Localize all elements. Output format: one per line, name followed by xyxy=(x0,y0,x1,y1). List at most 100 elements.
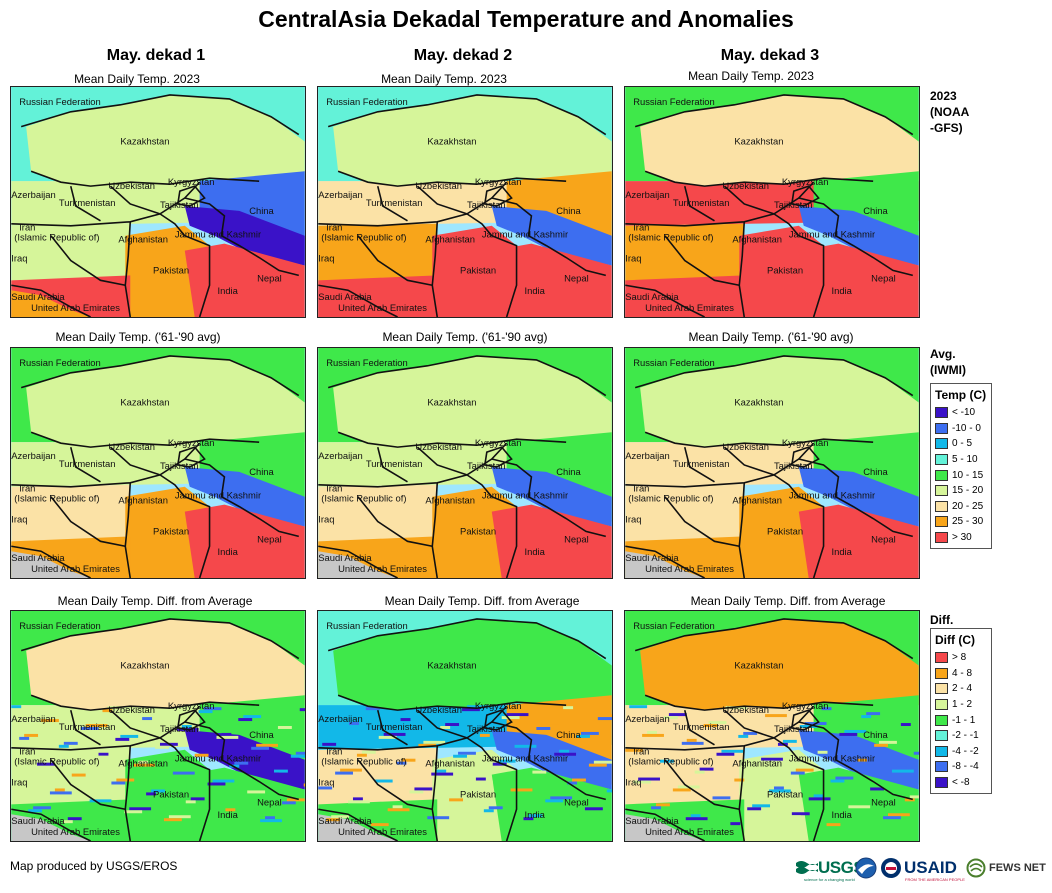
anomaly-speck xyxy=(738,734,749,738)
anomaly-speck xyxy=(172,771,195,775)
anomaly-speck xyxy=(85,724,108,727)
anomaly-speck xyxy=(694,770,705,774)
country-border xyxy=(159,474,211,578)
legend-label: 10 - 15 xyxy=(952,469,984,481)
region-india xyxy=(184,767,305,841)
map-label-uzbekistan: Uzbekistan xyxy=(415,704,462,715)
anomaly-speck xyxy=(238,718,253,722)
column-header-dekad-1: May. dekad 1 xyxy=(106,47,206,64)
legend-swatch xyxy=(935,714,948,726)
anomaly-speck xyxy=(708,721,727,725)
country-border xyxy=(124,482,132,578)
country-border xyxy=(184,721,299,801)
map-label-iraq: Iraq xyxy=(11,776,27,787)
anomaly-speck xyxy=(120,734,139,738)
anomaly-speck xyxy=(115,737,130,741)
anomaly-speck xyxy=(163,818,182,822)
map-label-afghanistan: Afghanistan xyxy=(425,758,475,769)
map-label-iraq: Iraq xyxy=(318,776,334,787)
map-label-kazakhstan: Kazakhstan xyxy=(427,397,476,408)
map-label-iraq: Iraq xyxy=(11,513,27,524)
map-label-nepal: Nepal xyxy=(871,796,896,807)
panel-subtitle: Mean Daily Temp. Diff. from Average xyxy=(690,594,886,608)
country-border xyxy=(625,181,815,227)
anomaly-speck xyxy=(532,770,547,774)
country-border xyxy=(176,709,206,731)
map-label-turkmenistan: Turkmenistan xyxy=(366,197,423,208)
map-label-uzbekistan: Uzbekistan xyxy=(108,180,155,191)
map-label-jammu: Jammu and Kashmir xyxy=(789,229,875,240)
anomaly-speck xyxy=(690,814,701,818)
anomaly-speck xyxy=(712,796,731,800)
map-label-afghanistan: Afghanistan xyxy=(118,495,168,506)
country-border xyxy=(773,737,825,841)
legend-label: -2 - -1 xyxy=(952,730,979,742)
country-border xyxy=(466,737,518,841)
anomaly-speck xyxy=(668,713,687,717)
map-label-iran: Iran (Islamic Republic of) xyxy=(321,483,406,504)
column-header-dekad-2: May. dekad 2 xyxy=(413,47,513,64)
legend-label: 20 - 25 xyxy=(952,500,984,512)
country-border xyxy=(664,235,740,287)
map-label-uae: United Arab Emirates xyxy=(338,826,427,837)
temp-legend: Temp (C) < -10 -10 - 0 0 - 5 5 - 10 10 - 15 1… xyxy=(930,383,992,550)
country-border xyxy=(634,618,914,660)
region-kaz xyxy=(26,355,305,448)
country-border xyxy=(683,446,775,483)
anomaly-speck xyxy=(431,772,454,776)
map-label-russia: Russian Federation xyxy=(326,357,408,368)
map-label-tajikistan: Tajikistan xyxy=(774,199,813,210)
anomaly-speck xyxy=(168,815,191,819)
region-kaz xyxy=(640,355,919,448)
map-label-pakistan: Pakistan xyxy=(460,264,496,275)
anomaly-speck xyxy=(681,741,704,745)
country-border xyxy=(634,355,914,397)
region-tibet xyxy=(491,466,612,527)
usaid-logo-text: USAID xyxy=(904,858,957,877)
legend-title: Diff (C) xyxy=(935,633,975,647)
region-pakistan xyxy=(432,225,517,317)
credit-text: Map produced by USGS/EROS xyxy=(10,859,178,873)
country-border xyxy=(327,355,607,397)
region-gulf xyxy=(11,290,91,317)
map-label-pakistan: Pakistan xyxy=(767,264,803,275)
map-label-turkmenistan: Turkmenistan xyxy=(673,721,730,732)
anomaly-speck xyxy=(146,792,157,796)
row-label-diff: Diff. xyxy=(930,613,954,627)
anomaly-speck xyxy=(89,799,112,803)
fews-net-logo: FEWS NET xyxy=(966,856,1046,880)
map-label-iran: Iran (Islamic Republic of) xyxy=(321,746,406,767)
map-label-afghanistan: Afghanistan xyxy=(425,234,475,245)
map-label-uzbekistan: Uzbekistan xyxy=(108,441,155,452)
map-label-iran: Iran (Islamic Republic of) xyxy=(628,222,713,243)
legend-item: 10 - 15 xyxy=(935,467,988,483)
map-label-jammu: Jammu and Kashmir xyxy=(175,490,261,501)
map-label-saudi: Saudi Arabia xyxy=(318,291,372,302)
map-panel: Russian Federation Kazakhstan Uzbekistan Ky… xyxy=(317,610,613,842)
country-border xyxy=(625,705,815,751)
anomaly-speck xyxy=(874,743,888,747)
map-label-iran: Iran (Islamic Republic of) xyxy=(628,746,713,767)
anomaly-speck xyxy=(638,777,660,781)
legend-label: > 8 xyxy=(952,652,967,664)
anomaly-speck xyxy=(588,763,607,767)
anomaly-speck xyxy=(93,755,116,759)
map-label-uzbekistan: Uzbekistan xyxy=(415,180,462,191)
map-label-azerbaijan: Azerbaijan xyxy=(318,450,362,461)
map-label-tajikistan: Tajikistan xyxy=(160,460,199,471)
map-label-russia: Russian Federation xyxy=(19,357,101,368)
country-border xyxy=(376,446,468,483)
anomaly-speck xyxy=(361,750,376,754)
anomaly-speck xyxy=(791,812,810,816)
panel-subtitle: Mean Daily Temp. 2023 xyxy=(688,69,814,83)
legend-swatch xyxy=(935,652,948,664)
anomaly-speck xyxy=(349,722,359,726)
anomaly-speck xyxy=(685,817,708,821)
country-border xyxy=(318,808,398,841)
country-border xyxy=(318,284,398,317)
legend-item: < -10 xyxy=(935,405,988,421)
map-label-tajikistan: Tajikistan xyxy=(774,460,813,471)
region-kaz xyxy=(640,94,919,187)
anomaly-speck xyxy=(400,718,411,722)
map-label-afghanistan: Afghanistan xyxy=(425,495,475,506)
